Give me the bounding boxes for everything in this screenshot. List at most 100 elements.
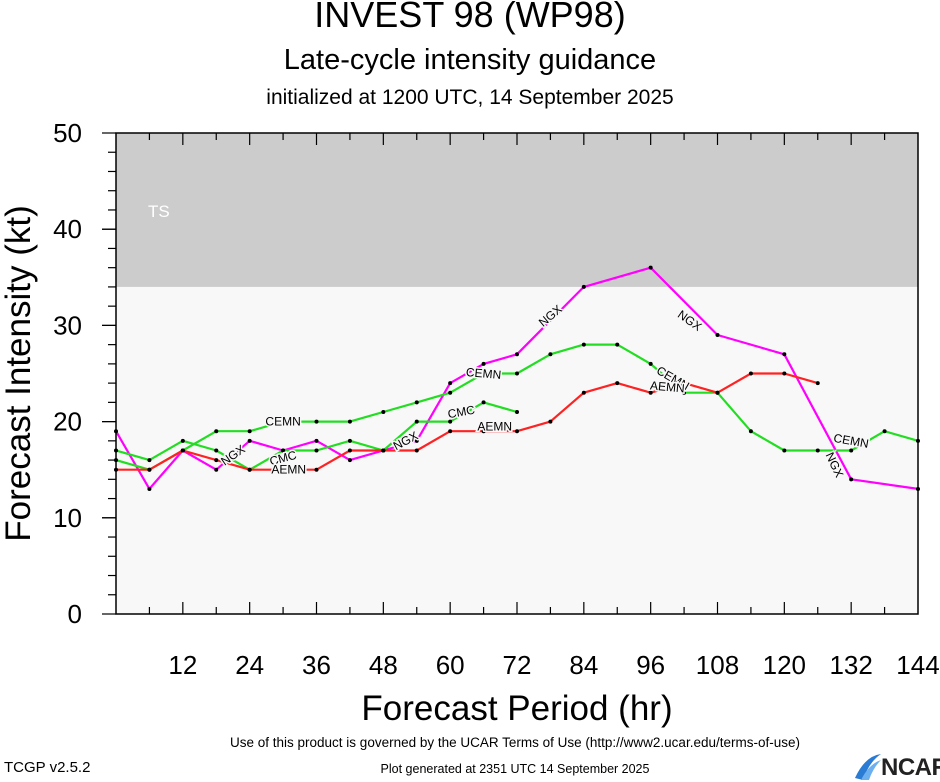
ncar-logo-text: NCAR — [881, 754, 940, 781]
data-point — [147, 467, 152, 472]
data-point — [414, 438, 419, 443]
data-point — [347, 438, 352, 443]
data-point — [715, 333, 720, 338]
y-tick-label: 40 — [53, 214, 82, 244]
data-point — [347, 458, 352, 463]
data-point — [281, 419, 286, 424]
y-tick-label: 0 — [68, 599, 82, 629]
x-tick-label: 48 — [369, 650, 398, 680]
data-point — [748, 371, 753, 376]
data-point — [247, 429, 252, 434]
data-point — [815, 381, 820, 386]
data-point — [314, 467, 319, 472]
series-label: AEMN — [477, 419, 512, 433]
y-tick-label: 10 — [53, 503, 82, 533]
data-point — [448, 390, 453, 395]
x-tick-label: 120 — [763, 650, 806, 680]
data-point — [314, 419, 319, 424]
x-tick-label: 24 — [235, 650, 264, 680]
data-point — [214, 467, 219, 472]
data-point — [314, 448, 319, 453]
band-label: TS — [148, 202, 170, 221]
series-label: CMC — [447, 403, 477, 422]
data-point — [581, 342, 586, 347]
x-tick-label: 96 — [636, 650, 665, 680]
data-point — [448, 429, 453, 434]
data-point — [548, 352, 553, 357]
data-point — [347, 419, 352, 424]
intensity-band — [116, 133, 918, 287]
y-tick-label: 20 — [53, 407, 82, 437]
data-point — [147, 486, 152, 491]
data-point — [180, 438, 185, 443]
data-point — [448, 381, 453, 386]
data-point — [381, 409, 386, 414]
ncar-logo: NCAR — [853, 752, 940, 782]
data-point — [748, 429, 753, 434]
init-time-line: initialized at 1200 UTC, 14 September 20… — [266, 86, 674, 109]
data-point — [782, 448, 787, 453]
data-point — [648, 390, 653, 395]
data-point — [147, 458, 152, 463]
data-point — [615, 381, 620, 386]
data-point — [247, 438, 252, 443]
terms-of-use-notice: Use of this product is governed by the U… — [230, 735, 800, 750]
y-tick-label: 50 — [53, 118, 82, 148]
data-point — [682, 390, 687, 395]
data-point — [648, 361, 653, 366]
data-point — [849, 448, 854, 453]
data-point — [782, 352, 787, 357]
series-line-aemn — [116, 372, 819, 471]
x-axis-label: Forecast Period (hr) — [361, 689, 672, 728]
data-point — [481, 400, 486, 405]
data-point — [515, 352, 519, 357]
data-point — [581, 284, 586, 289]
data-point — [214, 429, 219, 434]
y-tick-label: 30 — [53, 310, 82, 340]
x-tick-label: 144 — [896, 650, 939, 680]
data-point — [448, 419, 453, 424]
generated-timestamp: Plot generated at 2351 UTC 14 September … — [380, 762, 650, 776]
series-label: AEMN — [649, 378, 685, 395]
data-point — [515, 371, 519, 376]
series-label: CEMN — [265, 415, 300, 429]
x-tick-label: 132 — [829, 650, 872, 680]
data-point — [782, 371, 787, 376]
data-point — [481, 371, 486, 376]
data-point — [214, 458, 219, 463]
ncar-swoosh-icon — [855, 754, 881, 780]
data-point — [414, 419, 419, 424]
data-point — [281, 467, 286, 472]
data-point — [414, 448, 419, 453]
chart-title: INVEST 98 (WP98) — [314, 0, 626, 35]
x-tick-label: 60 — [436, 650, 465, 680]
data-point — [515, 409, 519, 414]
series-label: AEMN — [271, 463, 306, 477]
data-point — [648, 265, 653, 270]
version-label: TCGP v2.5.2 — [4, 759, 91, 776]
x-tick-label: 108 — [696, 650, 739, 680]
data-point — [414, 400, 419, 405]
data-point — [815, 448, 820, 453]
data-point — [481, 361, 486, 366]
data-point — [715, 390, 720, 395]
data-point — [515, 429, 519, 434]
data-point — [548, 419, 553, 424]
data-point — [214, 448, 219, 453]
x-tick-label: 84 — [569, 650, 598, 680]
series-label: CEMN — [465, 365, 501, 382]
x-tick-label: 36 — [302, 650, 331, 680]
data-point — [615, 342, 620, 347]
data-point — [381, 448, 386, 453]
chart-subtitle: Late-cycle intensity guidance — [283, 44, 657, 76]
data-point — [882, 429, 887, 434]
data-point — [347, 448, 352, 453]
data-point — [581, 390, 586, 395]
data-point — [682, 381, 687, 386]
y-axis-label: Forecast Intensity (kt) — [0, 205, 38, 541]
x-tick-label: 12 — [168, 650, 197, 680]
data-point — [314, 438, 319, 443]
data-point — [849, 477, 854, 482]
x-tick-label: 72 — [503, 650, 532, 680]
